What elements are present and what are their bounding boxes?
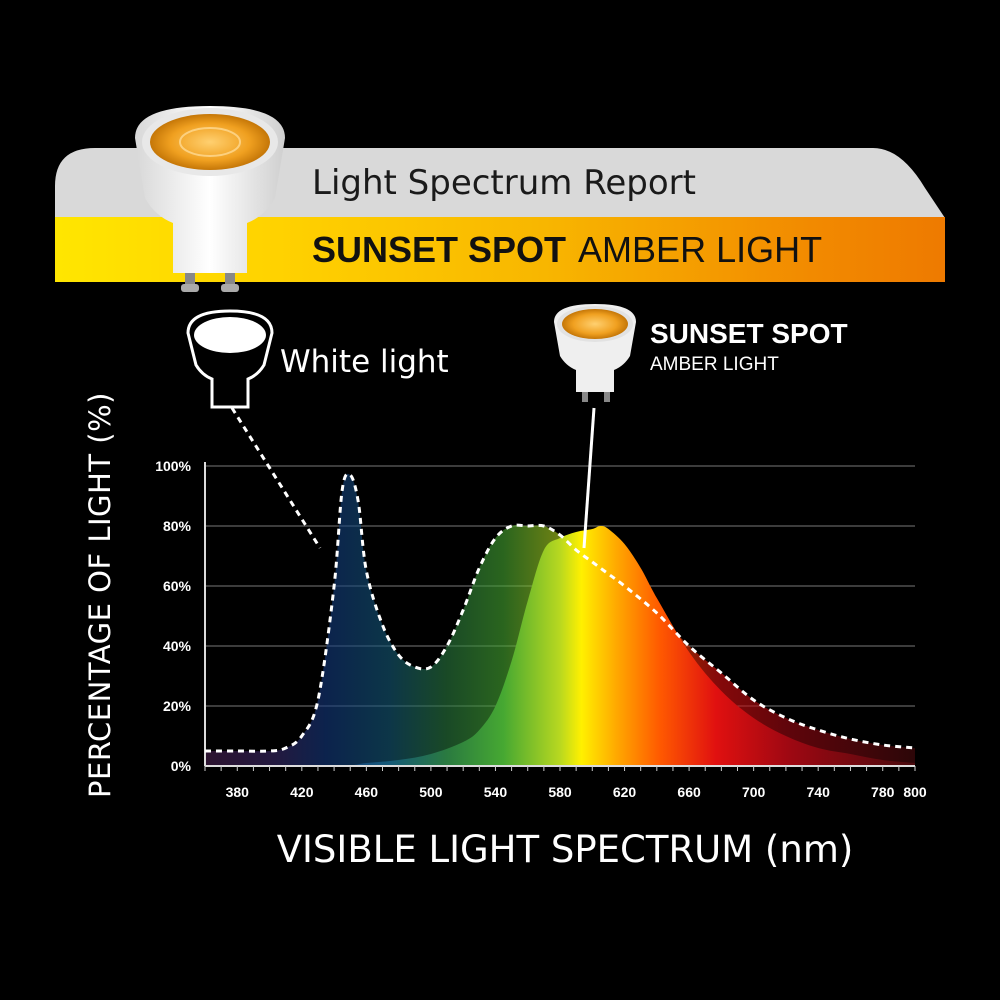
y-tick-label: 60% <box>163 578 192 594</box>
white-light-label: White light <box>280 344 449 380</box>
white-light-leader <box>230 407 322 549</box>
x-tick-label: 780 <box>871 784 895 800</box>
x-tick-label: 540 <box>484 784 508 800</box>
amber-light-sub-label: AMBER LIGHT <box>650 354 779 375</box>
amber-light-area <box>205 526 915 767</box>
x-tick-label: 500 <box>419 784 443 800</box>
amber-light-leader <box>582 407 596 549</box>
y-tick-label: 0% <box>171 758 192 774</box>
white-bulb-icon <box>186 309 274 409</box>
y-tick-label: 100% <box>155 458 191 474</box>
product-name-bold: SUNSET SPOT <box>312 229 567 270</box>
x-tick-label: 580 <box>548 784 572 800</box>
y-tick-label: 40% <box>163 638 192 654</box>
x-tick-label: 660 <box>677 784 701 800</box>
y-tick-label: 20% <box>163 698 192 714</box>
x-tick-label: 420 <box>290 784 314 800</box>
product-name-banner: SUNSET SPOT AMBER LIGHT <box>312 229 822 271</box>
x-tick-label: 800 <box>903 784 927 800</box>
x-axis-title: VISIBLE LIGHT SPECTRUM (nm) <box>276 828 854 871</box>
x-tick-label: 620 <box>613 784 637 800</box>
amber-light-name-label: SUNSET SPOT <box>650 318 848 349</box>
product-name-rest: AMBER LIGHT <box>578 229 823 270</box>
y-axis-title: PERCENTAGE OF LIGHT (%) <box>83 392 117 798</box>
white-light-line <box>205 472 916 753</box>
amber-bulb-large-icon <box>135 106 285 292</box>
amber-bulb-small-icon <box>554 304 636 402</box>
y-tick-label: 80% <box>163 518 192 534</box>
report-title: Light Spectrum Report <box>312 163 696 203</box>
x-tick-label: 460 <box>355 784 379 800</box>
white-light-area <box>205 473 915 766</box>
x-tick-label: 740 <box>807 784 831 800</box>
x-tick-label: 380 <box>226 784 250 800</box>
x-tick-label: 700 <box>742 784 766 800</box>
